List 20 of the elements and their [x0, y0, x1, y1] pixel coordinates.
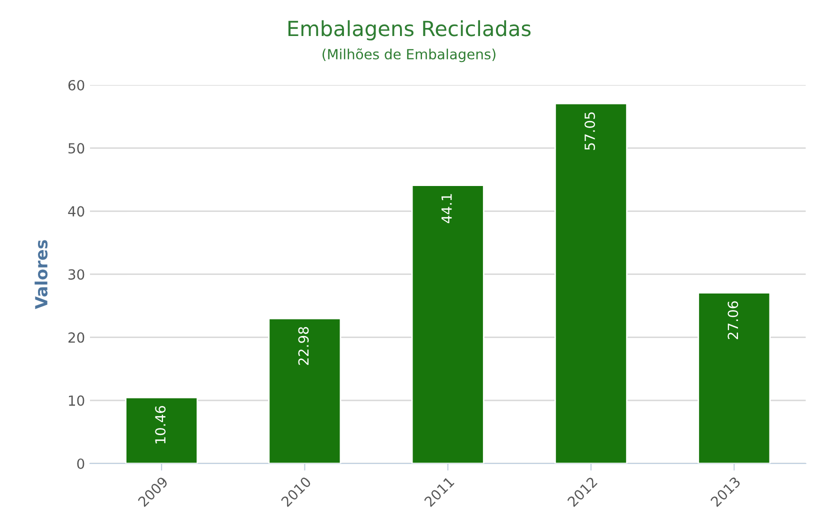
bar [554, 102, 628, 464]
y-tick-label: 40 [68, 206, 84, 217]
bar [268, 318, 342, 464]
y-tick-label: 20 [68, 332, 84, 343]
chart-title: Embalagens Recicladas [288, 20, 531, 40]
chart-subtitle: (Milhões de Embalagens) [322, 48, 496, 62]
y-tick-label: 60 [68, 80, 84, 90]
bar [411, 184, 484, 464]
y-tick-label: 30 [68, 269, 84, 280]
y-axis-title: Valores [34, 240, 48, 310]
data-label: 27.06 [728, 301, 738, 340]
data-label: 22.98 [298, 327, 309, 365]
bar [698, 292, 771, 464]
y-tick-label: 50 [68, 143, 84, 154]
y-tick-label: 10 [68, 395, 84, 406]
data-label: 57.05 [584, 112, 596, 150]
data-label: 10.46 [155, 406, 166, 444]
data-label: 44.1 [442, 194, 452, 224]
bar [125, 396, 198, 464]
y-tick-label: 0 [77, 458, 84, 469]
